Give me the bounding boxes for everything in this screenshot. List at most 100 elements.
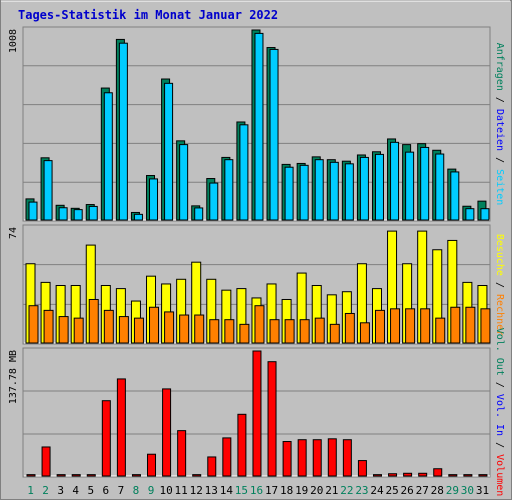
volume-bar <box>478 474 488 477</box>
volume-bar <box>207 456 217 477</box>
sites-bar <box>209 319 220 344</box>
x-tick-label: 11 <box>175 484 188 497</box>
x-tick-label: 28 <box>431 484 444 497</box>
volume-bar <box>433 468 443 477</box>
sites-bar <box>450 306 461 344</box>
sites-bar <box>149 306 160 344</box>
x-tick-label: 7 <box>118 484 125 497</box>
x-tick-label: 14 <box>220 484 234 497</box>
volume-bar <box>448 474 458 477</box>
files-bar <box>344 163 354 221</box>
volume-bar <box>267 361 277 477</box>
files-bar <box>284 166 294 221</box>
x-tick-label: 21 <box>325 484 338 497</box>
middle-ymax-label: 74 <box>8 227 19 239</box>
sites-bar <box>480 308 491 344</box>
x-tick-label: 22 <box>340 484 353 497</box>
sites-bar <box>405 308 416 344</box>
x-tick-label: 17 <box>265 484 278 497</box>
files-bar <box>73 209 83 221</box>
sites-bar <box>58 316 69 344</box>
bottom-right-label: Vol. Out / Vol. In / Volumen <box>494 328 505 497</box>
files-bar <box>420 146 430 221</box>
files-bar <box>374 153 384 221</box>
middle-right-label-part: Besuche <box>494 234 505 276</box>
sites-bar <box>284 319 295 344</box>
x-tick-label: 16 <box>250 484 263 497</box>
volume-bar <box>222 437 232 477</box>
sites-bar <box>435 317 446 344</box>
x-tick-label: 13 <box>205 484 218 497</box>
files-bar <box>103 92 113 221</box>
volume-bar <box>237 413 247 477</box>
bottom-right-label-part: Vol. Out <box>494 328 505 376</box>
sites-bar <box>239 323 250 344</box>
x-tick-label: 24 <box>370 484 384 497</box>
files-bar <box>224 159 234 221</box>
x-tick-label: 1 <box>27 484 34 497</box>
x-axis-tick-labels: 1 2 3 4 5 6 7 8 9 10 11 12 13 14 15 16 17 18 19 20 21 22 23 24 2… <box>27 484 489 497</box>
files-bar <box>299 164 309 221</box>
volume-bar <box>71 474 81 477</box>
bottom-right-label-part: / <box>494 436 505 454</box>
x-tick-label: 5 <box>87 484 94 497</box>
x-tick-label: 25 <box>385 484 398 497</box>
files-bar <box>314 159 324 221</box>
top-ymax-label: 1008 <box>8 29 19 53</box>
x-tick-label: 29 <box>446 484 459 497</box>
volume-bar <box>116 378 126 477</box>
volume-bar <box>297 439 307 477</box>
middle-panel: 74 <box>8 224 491 345</box>
x-tick-label: 6 <box>103 484 110 497</box>
sites-bar <box>118 316 129 344</box>
volume-bar <box>86 474 96 477</box>
volume-bar <box>327 438 337 477</box>
files-bar <box>133 213 143 221</box>
top-panel: 1008 <box>8 26 491 222</box>
sites-bar <box>374 309 385 344</box>
files-bar <box>329 161 339 221</box>
x-tick-label: 31 <box>476 484 489 497</box>
top-right-label-part: / <box>494 151 505 169</box>
x-tick-label: 30 <box>461 484 474 497</box>
volume-bar <box>418 472 428 477</box>
volume-bar <box>312 439 322 477</box>
sites-bar <box>359 322 370 344</box>
files-bar <box>43 160 53 221</box>
top-right-label: Anfragen / Dateien / Seiten <box>494 43 505 206</box>
files-bar <box>239 124 249 221</box>
x-tick-label: 19 <box>295 484 308 497</box>
volume-bar <box>403 472 413 477</box>
files-bar <box>450 171 460 221</box>
volume-bar <box>342 439 352 477</box>
x-tick-label: 10 <box>159 484 172 497</box>
middle-right-label: Besuche / Rechner <box>494 234 505 336</box>
sites-bar <box>314 317 325 344</box>
sites-bar <box>43 309 54 344</box>
volume-bar <box>131 474 141 477</box>
x-tick-label: 8 <box>133 484 140 497</box>
middle-right-label-part: Rechner <box>494 294 505 336</box>
sites-bar <box>420 308 431 344</box>
files-bar <box>465 208 475 221</box>
files-bar <box>118 42 128 221</box>
files-bar <box>269 48 279 221</box>
x-tick-label: 9 <box>148 484 155 497</box>
volume-bar <box>388 473 398 477</box>
sites-bar <box>465 306 476 344</box>
volume-bar <box>463 474 473 477</box>
x-tick-label: 20 <box>310 484 323 497</box>
x-tick-label: 18 <box>280 484 293 497</box>
right-axis-labels: Anfragen / Dateien / Seiten Besuche / Rec… <box>494 43 505 497</box>
sites-bar <box>329 323 340 344</box>
x-tick-label: 15 <box>235 484 248 497</box>
files-bar <box>435 153 445 221</box>
volume-bar <box>192 474 202 477</box>
volume-bar <box>101 400 111 477</box>
sites-bar <box>390 308 401 344</box>
files-bar <box>28 201 38 221</box>
sites-bar <box>88 298 99 344</box>
sites-bar <box>103 309 114 344</box>
